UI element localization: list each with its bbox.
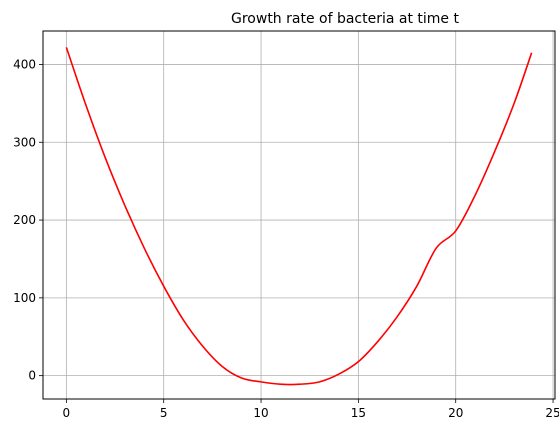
x-tick-label: 5 (160, 406, 168, 420)
plot-frame (42, 30, 556, 400)
grid-lines (43, 31, 555, 399)
x-tick-label: 10 (253, 406, 268, 420)
x-tick-label: 20 (448, 406, 463, 420)
y-tick-label: 200 (13, 213, 36, 227)
x-tick-label: 25 (545, 406, 559, 420)
y-axis: 0 100 200 300 400 (13, 57, 43, 383)
y-tick-label: 400 (13, 57, 36, 71)
y-tick-label: 300 (13, 135, 36, 149)
plot-area (65, 47, 533, 386)
x-tick-label: 0 (63, 406, 71, 420)
y-tick-label: 0 (28, 369, 36, 383)
x-axis: 0 5 10 15 20 25 (63, 399, 559, 420)
chart-title: Growth rate of bacteria at time t (231, 11, 459, 27)
y-tick-label: 100 (13, 291, 36, 305)
series-line-0 (65, 47, 533, 386)
x-tick-label: 15 (351, 406, 366, 420)
